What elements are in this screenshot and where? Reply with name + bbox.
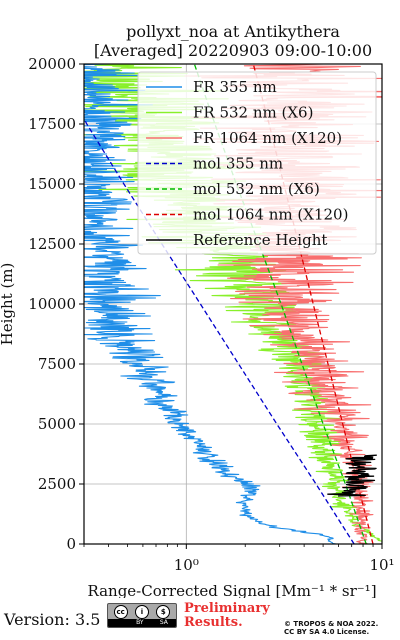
chart: 0 2500 5000 7500 10000 12500 15000 17500 20000 1…	[0, 55, 395, 598]
preliminary-line-2: Results.	[184, 615, 243, 630]
chart-title-block: pollyxt_noa at Antikythera [Averaged] 20…	[84, 22, 382, 60]
legend-label: Reference Height	[193, 231, 327, 249]
cc-license-badge: cc i $ BY SA	[107, 603, 177, 628]
y-axis: 0 2500 5000 7500 10000 12500 15000 17500 20000	[28, 55, 84, 553]
chart-subtitle: [Averaged] 20220903 09:00-10:00	[93, 41, 373, 60]
chart-title: pollyxt_noa at Antikythera	[126, 22, 340, 41]
y-tick-label: 12500	[28, 235, 76, 253]
legend-label: mol 532 nm (X6)	[193, 180, 320, 198]
x-tick-label: 10⁰	[174, 556, 199, 574]
legend-box	[137, 71, 377, 255]
legend-label: mol 1064 nm (X120)	[193, 206, 348, 224]
x-axis: 10⁰ 10¹	[83, 544, 395, 574]
series-line-7	[327, 454, 377, 497]
preliminary-line-1: Preliminary	[184, 601, 270, 616]
copyright-line-1: © TROPOS & NOA 2022.	[284, 620, 379, 628]
x-axis-label: Range-Corrected Signal [Mm⁻¹ * sr⁻¹]	[87, 582, 376, 598]
legend-label: FR 1064 nm (X120)	[193, 129, 342, 147]
cc-sa-text: SA	[159, 619, 168, 626]
copyright-note: © TROPOS & NOA 2022. CC BY SA 4.0 Licens…	[284, 620, 378, 636]
x-tick-label: 10¹	[369, 556, 394, 574]
cc-by-text: BY	[136, 619, 144, 626]
footer: Version: 3.5 cc i $ BY SA Preliminary Re…	[0, 598, 400, 640]
y-tick-label: 10000	[28, 295, 76, 313]
legend-label: FR 355 nm	[193, 78, 277, 96]
y-tick-label: 20000	[28, 55, 76, 73]
y-tick-label: 5000	[38, 415, 76, 433]
y-axis-label: Height (m)	[0, 263, 16, 346]
legend: FR 355 nm FR 532 nm (X6) FR 1064 nm (X120)…	[137, 71, 377, 255]
y-tick-label: 17500	[28, 115, 76, 133]
cc-icon: cc	[113, 605, 128, 619]
legend-label: mol 355 nm	[193, 155, 283, 173]
series-line-4	[84, 117, 355, 544]
version-label: Version: 3.5	[4, 610, 101, 629]
attribution-icon: i	[134, 605, 149, 619]
y-tick-label: 7500	[38, 355, 76, 373]
y-tick-label: 2500	[38, 475, 76, 493]
legend-label: FR 532 nm (X6)	[193, 104, 313, 122]
y-tick-label: 0	[66, 535, 76, 553]
preliminary-results-note: Preliminary Results.	[184, 602, 270, 630]
y-tick-label: 15000	[28, 175, 76, 193]
share-alike-icon: $	[156, 605, 171, 619]
copyright-line-2: CC BY SA 4.0 License.	[284, 628, 370, 636]
